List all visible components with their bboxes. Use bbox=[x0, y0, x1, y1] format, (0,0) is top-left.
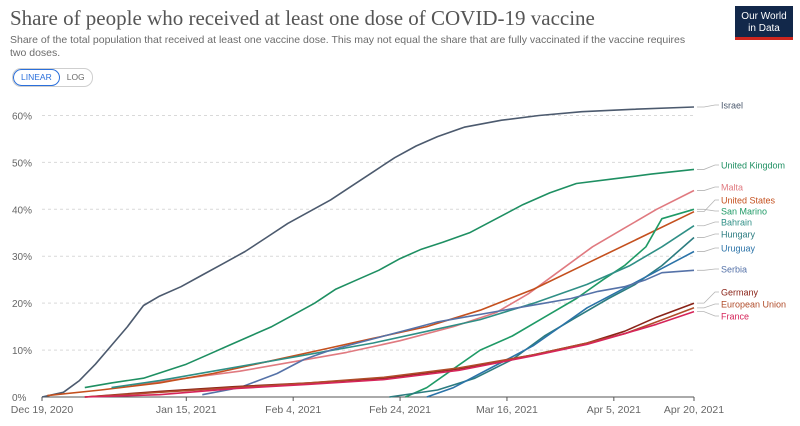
series-line-bahrain bbox=[111, 225, 695, 389]
y-tick-label: 10% bbox=[12, 346, 32, 357]
x-tick-label: Dec 19, 2020 bbox=[11, 404, 74, 416]
leader-line bbox=[697, 208, 719, 212]
y-tick-label: 60% bbox=[12, 111, 32, 122]
logo-line-2: in Data bbox=[748, 23, 780, 34]
y-tick-label: 40% bbox=[12, 205, 32, 216]
series-label-bahrain: Bahrain bbox=[721, 218, 752, 228]
series-line-germany bbox=[84, 302, 695, 398]
scale-toggle: LINEAR LOG bbox=[12, 68, 93, 87]
series-label-san-marino: San Marino bbox=[721, 207, 767, 217]
series-label-united-kingdom: United Kingdom bbox=[721, 161, 785, 171]
series-label-uruguay: Uruguay bbox=[721, 244, 756, 254]
x-tick-label: Jan 15, 2021 bbox=[156, 404, 217, 416]
leader-line bbox=[697, 104, 719, 108]
series-line-european-union bbox=[84, 307, 695, 398]
leader-line bbox=[697, 268, 719, 271]
logo-line-1: Our World bbox=[741, 11, 787, 22]
leader-line bbox=[697, 221, 719, 227]
leader-line bbox=[697, 186, 719, 191]
leader-line bbox=[697, 291, 719, 304]
series-label-france: France bbox=[721, 312, 749, 322]
y-tick-label: 0% bbox=[12, 393, 27, 404]
leader-line bbox=[697, 247, 719, 252]
log-scale-button[interactable]: LOG bbox=[66, 72, 85, 82]
linear-scale-button[interactable]: LINEAR bbox=[13, 69, 60, 86]
x-tick-label: Mar 16, 2021 bbox=[476, 404, 538, 416]
series-line-france bbox=[84, 310, 695, 398]
x-tick-label: Feb 24, 2021 bbox=[369, 404, 431, 416]
our-world-in-data-logo[interactable]: Our World in Data bbox=[735, 6, 793, 40]
x-tick-label: Apr 5, 2021 bbox=[587, 404, 641, 416]
leader-line bbox=[697, 303, 719, 309]
leader-line bbox=[697, 164, 719, 170]
x-tick-label: Apr 20, 2021 bbox=[664, 404, 724, 416]
series-line-uruguay bbox=[426, 250, 695, 398]
series-line-malta bbox=[132, 189, 695, 387]
leader-line bbox=[697, 233, 719, 238]
y-tick-label: 20% bbox=[12, 299, 32, 310]
leader-line bbox=[697, 199, 719, 213]
series-line-serbia bbox=[202, 269, 695, 396]
chart-subtitle: Share of the total population that recei… bbox=[10, 34, 686, 59]
series-label-germany: Germany bbox=[721, 288, 759, 298]
series-label-israel: Israel bbox=[721, 101, 743, 111]
chart-title: Share of people who received at least on… bbox=[10, 6, 595, 30]
y-tick-label: 50% bbox=[12, 158, 32, 169]
series-line-united-kingdom bbox=[84, 168, 695, 389]
series-label-european-union: European Union bbox=[721, 300, 786, 310]
series-line-israel bbox=[41, 106, 695, 398]
y-tick-label: 30% bbox=[12, 252, 32, 263]
x-tick-label: Feb 4, 2021 bbox=[265, 404, 321, 416]
series-label-hungary: Hungary bbox=[721, 230, 756, 240]
series-label-united-states: United States bbox=[721, 196, 776, 206]
series-label-serbia: Serbia bbox=[721, 265, 747, 275]
leader-line bbox=[697, 311, 719, 317]
series-label-malta: Malta bbox=[721, 183, 743, 193]
